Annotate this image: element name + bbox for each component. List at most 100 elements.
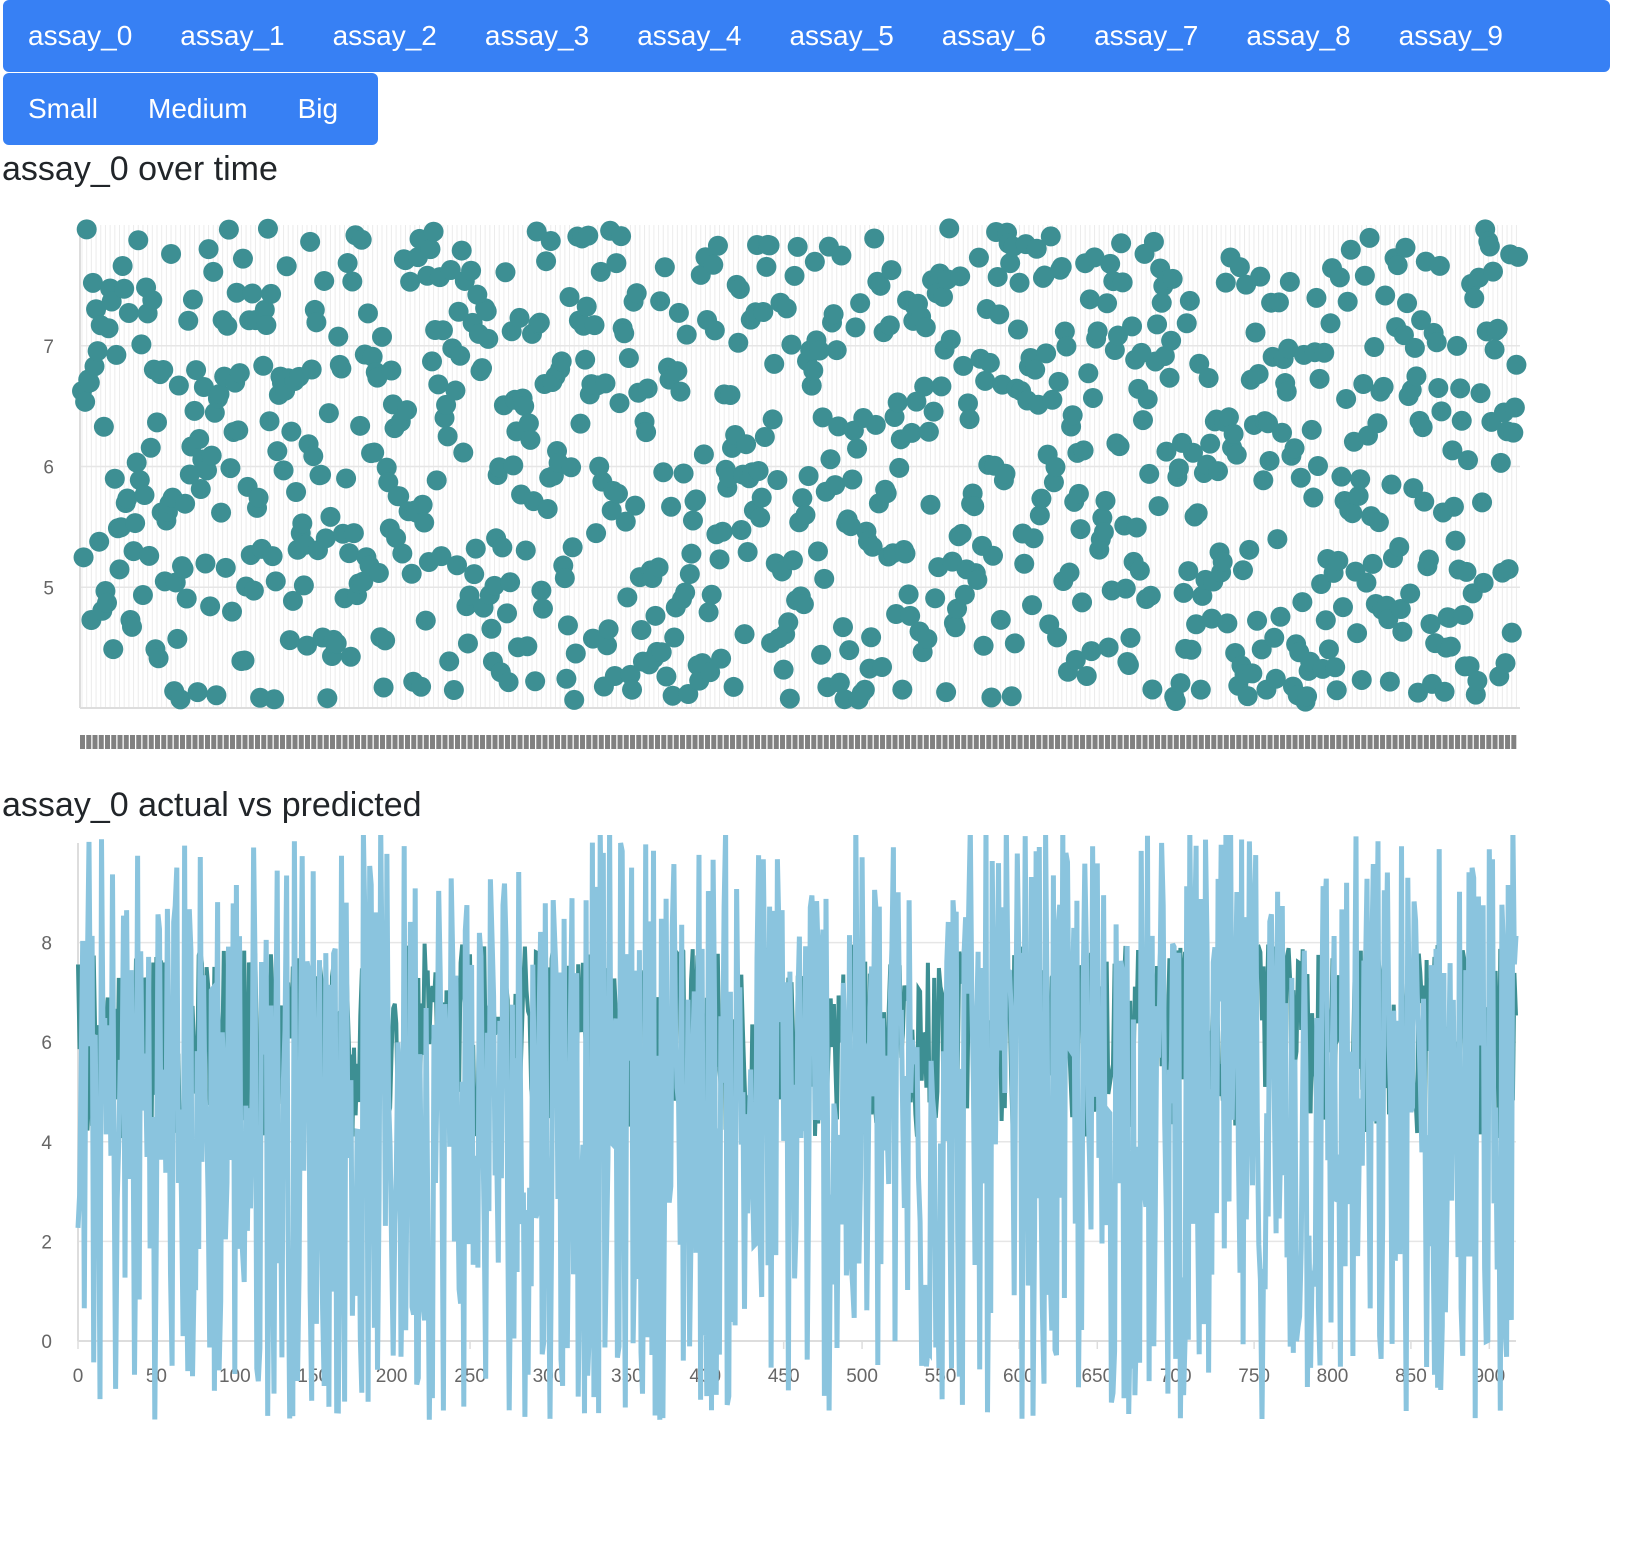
tab-assay_6[interactable]: assay_6 — [941, 20, 1047, 51]
tab-assay_8[interactable]: assay_8 — [1246, 20, 1351, 51]
scatter-x-tick-label — [1105, 735, 1111, 749]
size-tab-bar: Small Medium Big — [3, 73, 378, 145]
tab-assay_7[interactable]: assay_7 — [1094, 20, 1199, 51]
scatter-point — [862, 536, 883, 557]
scatter-point — [1247, 610, 1268, 631]
line-x-tick-label: 0 — [73, 1366, 84, 1387]
scatter-point — [1120, 627, 1141, 648]
scatter-point — [1139, 463, 1160, 484]
scatter-point — [273, 460, 294, 481]
scatter-x-tick-label — [836, 735, 842, 749]
scatter-x-tick-label — [611, 735, 617, 749]
scatter-x-tick-label — [598, 735, 604, 749]
scatter-x-tick-label — [1417, 735, 1423, 749]
line-x-tick-label: 800 — [1317, 1366, 1349, 1387]
scatter-point — [148, 648, 169, 669]
scatter-x-tick-label — [548, 735, 554, 749]
scatter-point — [1170, 673, 1191, 694]
tab-assay_2[interactable]: assay_2 — [332, 20, 437, 51]
scatter-point — [653, 462, 674, 483]
scatter-point — [1470, 383, 1491, 404]
scatter-x-tick-label — [973, 735, 979, 749]
scatter-point — [1464, 288, 1485, 309]
scatter-point — [670, 381, 691, 402]
scatter-point — [503, 455, 524, 476]
scatter-x-tick-label — [717, 735, 723, 749]
scatter-x-tick-label — [848, 735, 854, 749]
scatter-point — [328, 326, 349, 347]
scatter-point — [1325, 657, 1346, 678]
scatter-x-tick-label — [1280, 735, 1286, 749]
scatter-point — [492, 537, 513, 558]
scatter-point — [618, 348, 639, 369]
tab-assay_5[interactable]: assay_5 — [789, 20, 894, 51]
scatter-point — [590, 261, 611, 282]
scatter-point — [1200, 433, 1221, 454]
scatter-point — [1279, 271, 1300, 292]
scatter-x-tick-label — [736, 735, 742, 749]
size-tab-small[interactable]: Small — [28, 93, 99, 124]
scatter-point — [776, 298, 797, 319]
tab-assay_4[interactable]: assay_4 — [637, 20, 742, 51]
scatter-x-tick-label — [1436, 735, 1442, 749]
scatter-x-tick-label — [767, 735, 773, 749]
scatter-x-tick-label — [842, 735, 848, 749]
scatter-x-tick-label — [1223, 735, 1229, 749]
scatter-point — [1389, 537, 1410, 558]
line-x-tick-label: 850 — [1395, 1366, 1427, 1387]
scatter-point — [1368, 512, 1389, 533]
scatter-point — [778, 612, 799, 633]
scatter-point — [645, 605, 666, 626]
scatter-point — [1268, 292, 1289, 313]
scatter-point — [1487, 318, 1508, 339]
scatter-x-tick-label — [1248, 735, 1254, 749]
tab-assay_0[interactable]: assay_0 — [28, 20, 133, 51]
size-tab-big[interactable]: Big — [297, 93, 339, 124]
scatter-point — [1251, 639, 1272, 660]
scatter-point — [664, 627, 685, 648]
scatter-point — [292, 513, 313, 534]
scatter-point — [959, 409, 980, 430]
scatter-x-tick-label — [655, 735, 661, 749]
scatter-point — [73, 547, 94, 568]
scatter-point — [939, 218, 960, 239]
scatter-point — [575, 349, 596, 370]
scatter-x-tick-label — [380, 735, 386, 749]
scatter-point — [128, 230, 149, 251]
scatter-point — [1404, 337, 1425, 358]
scatter-point — [495, 262, 516, 283]
scatter-point — [320, 506, 341, 527]
scatter-point — [1359, 227, 1380, 248]
scatter-point — [500, 572, 521, 593]
scatter-x-tick-label — [323, 735, 329, 749]
scatter-point — [840, 516, 861, 537]
scatter-point — [782, 550, 803, 571]
scatter-x-tick-label — [511, 735, 517, 749]
scatter-point — [232, 248, 253, 269]
scatter-x-tick-label — [761, 735, 767, 749]
scatter-x-tick-label — [255, 735, 261, 749]
scatter-x-tick-label — [1242, 735, 1248, 749]
tab-assay_3[interactable]: assay_3 — [484, 20, 590, 51]
scatter-point — [736, 434, 757, 455]
scatter-point — [1498, 559, 1519, 580]
scatter-point — [195, 553, 216, 574]
scatter-point — [1443, 496, 1464, 517]
scatter-point — [586, 523, 607, 544]
scatter-point — [97, 592, 118, 613]
tab-assay_1[interactable]: assay_1 — [180, 20, 285, 51]
scatter-point — [1001, 686, 1022, 707]
scatter-x-tick-label — [536, 735, 542, 749]
tab-assay_9[interactable]: assay_9 — [1398, 20, 1503, 51]
scatter-point — [1442, 440, 1463, 461]
size-tab-medium[interactable]: Medium — [148, 93, 248, 124]
scatter-x-tick-label — [1305, 735, 1311, 749]
scatter-x-tick-label — [680, 735, 686, 749]
scatter-point — [318, 403, 339, 424]
scatter-point — [864, 228, 885, 249]
scatter-x-tick-label — [317, 735, 323, 749]
scatter-point — [678, 684, 699, 705]
scatter-point — [457, 633, 478, 654]
scatter-point — [1336, 388, 1357, 409]
scatter-point — [561, 457, 582, 478]
